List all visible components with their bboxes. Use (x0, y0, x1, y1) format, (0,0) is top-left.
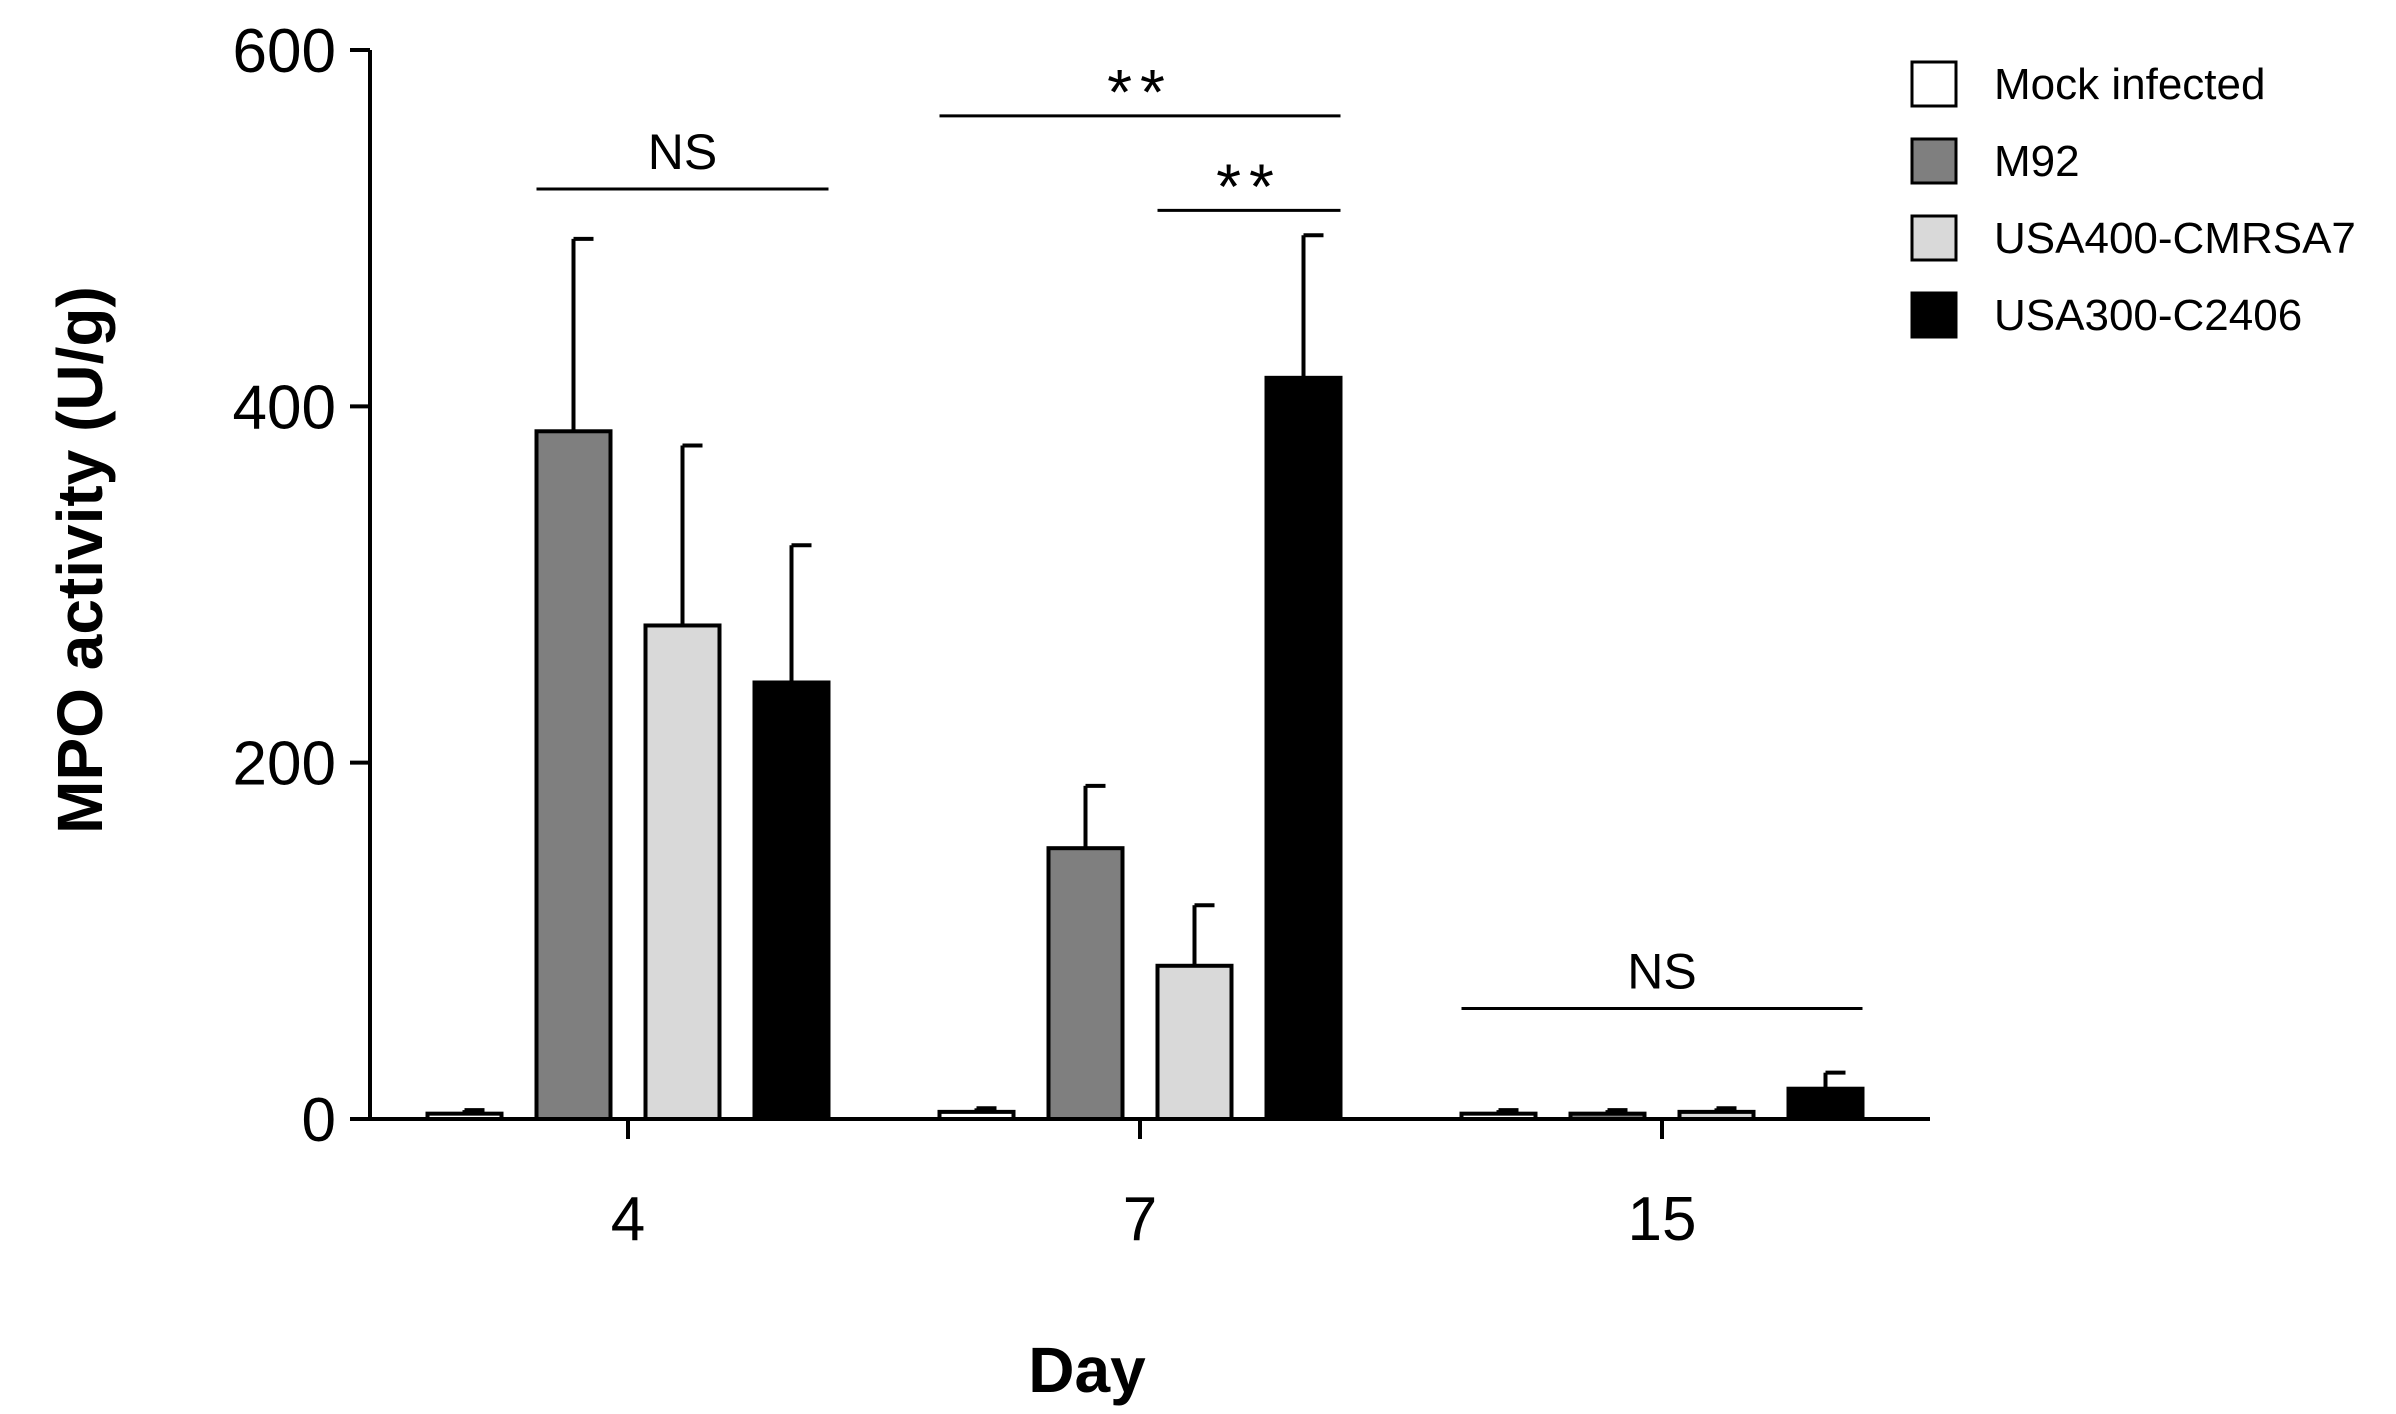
x-axis-title: Day (1028, 1334, 1146, 1406)
legend-swatch (1910, 60, 1958, 108)
bar (752, 680, 831, 1121)
legend: Mock infected M92 USA400-CMRSA7 USA300-C240… (1910, 60, 2356, 340)
y-axis-title: MPO activity (U/g) (44, 286, 116, 834)
bar (1155, 963, 1234, 1121)
bar (1568, 1111, 1647, 1122)
y-tick-label: 400 (233, 373, 336, 442)
legend-swatch (1910, 291, 1958, 339)
bar (1459, 1111, 1538, 1122)
y-tick-label: 0 (302, 1086, 336, 1155)
legend-label: Mock infected (1994, 60, 2265, 109)
legend-label: M92 (1994, 137, 2080, 186)
y-tick-label: 600 (233, 17, 336, 86)
error-bars (462, 233, 1846, 1114)
significance-label: NS (648, 124, 717, 180)
significance-annotations: NS ** ** NS (536, 56, 1863, 1011)
x-tick-label: 7 (1123, 1185, 1157, 1254)
bar (1264, 375, 1343, 1121)
y-tick-label: 200 (233, 730, 336, 799)
axes: 0 200 400 600 4 7 15 (233, 17, 1930, 1254)
bar (534, 429, 613, 1121)
legend-label: USA400-CMRSA7 (1994, 214, 2356, 263)
bar (1046, 846, 1125, 1121)
significance-label: ** (1107, 56, 1173, 128)
bar (937, 1109, 1016, 1121)
x-tick-label: 15 (1628, 1185, 1697, 1254)
bar (425, 1111, 504, 1122)
legend-label: USA300-C2406 (1994, 291, 2302, 340)
significance-label: ** (1216, 150, 1282, 222)
significance-label: NS (1627, 944, 1696, 1000)
bar (1677, 1109, 1756, 1121)
legend-swatch (1910, 214, 1958, 262)
bar (643, 623, 722, 1121)
legend-swatch (1910, 137, 1958, 185)
bar (1786, 1086, 1865, 1122)
x-tick-label: 4 (611, 1185, 645, 1254)
